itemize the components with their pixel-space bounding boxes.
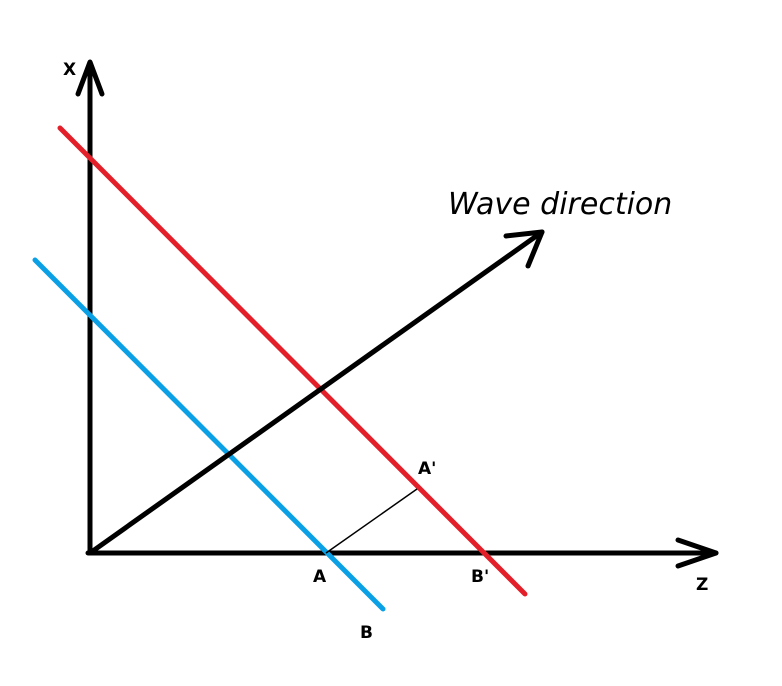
wave-direction-arrowhead — [503, 229, 545, 269]
wavefront-blue — [32, 257, 386, 612]
x-axis-arrowhead — [75, 59, 105, 97]
wave-direction-label: Wave direction — [448, 187, 672, 222]
x-axis-label: X — [63, 60, 76, 80]
z-axis-label: Z — [696, 575, 708, 595]
connector-a-aprime — [325, 488, 418, 554]
point-a-prime-label: A' — [418, 459, 436, 479]
wavefront-red — [57, 125, 528, 597]
point-b-label: B — [360, 623, 373, 643]
wave-direction-vector — [87, 229, 545, 556]
z-axis-arrowhead — [675, 537, 719, 569]
point-a-label: A — [313, 567, 327, 587]
point-b-prime-label: B' — [471, 567, 489, 587]
